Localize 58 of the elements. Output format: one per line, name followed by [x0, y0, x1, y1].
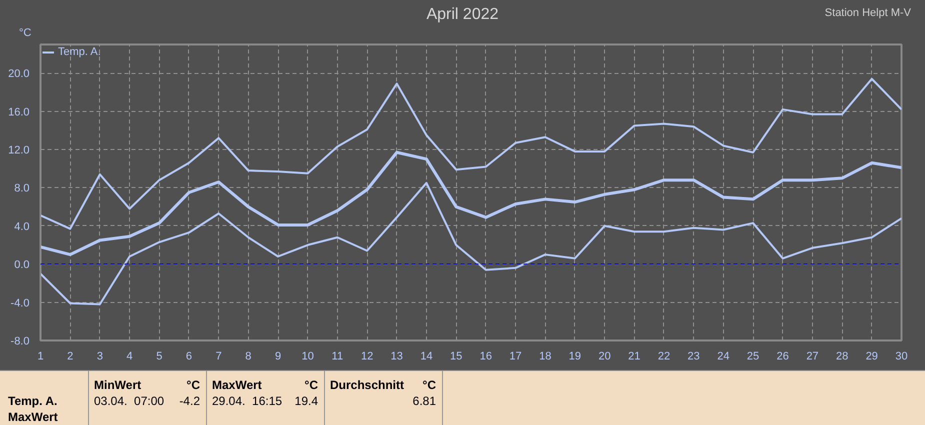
x-tick-label: 25 — [746, 350, 760, 362]
x-tick-label: 18 — [539, 350, 552, 362]
text: 29.04. 16:15 — [212, 393, 282, 410]
text: -4.2 — [179, 393, 200, 410]
x-tick-label: 20 — [598, 350, 611, 362]
y-axis-title: °C — [19, 26, 32, 41]
chart-title: April 2022 — [426, 6, 499, 23]
x-tick-label: 13 — [390, 350, 403, 362]
text: MaxWert — [212, 377, 262, 394]
x-tick-label: 27 — [806, 350, 819, 362]
x-tick-label: 6 — [186, 350, 192, 362]
x-tick-label: 30 — [895, 350, 908, 362]
x-tick-label: 11 — [332, 350, 344, 362]
x-tick-label: 3 — [96, 350, 103, 362]
line-series — [40, 78, 902, 230]
text: °C — [422, 377, 436, 394]
y-tick-label: 20.0 — [8, 68, 30, 80]
y-tick-label: 0.0 — [14, 259, 30, 272]
x-tick-label: 4 — [126, 350, 133, 362]
x-tick-label: 17 — [509, 350, 522, 362]
x-tick-label: 29 — [866, 350, 878, 362]
y-tick-label: 16.0 — [8, 106, 30, 118]
x-tick-label: 8 — [245, 350, 252, 362]
y-tick-label: 8.0 — [14, 182, 30, 195]
text: °C — [186, 377, 200, 394]
text: Durchschnitt — [330, 377, 404, 394]
text: Temp. A. — [8, 393, 58, 410]
line-series — [40, 150, 902, 256]
x-tick-label: 19 — [568, 350, 582, 362]
text: MaxWert — [8, 409, 58, 425]
x-tick-label: 22 — [658, 350, 670, 362]
x-tick-label: 5 — [156, 350, 162, 362]
x-tick-label: 28 — [836, 350, 848, 362]
text: Station Helpt M-V — [824, 6, 911, 21]
text: °C — [304, 377, 318, 394]
x-tick-label: 2 — [67, 350, 74, 362]
x-tick-label: 21 — [628, 350, 640, 362]
y-tick-label: -4.0 — [10, 297, 30, 310]
x-tick-label: 23 — [688, 350, 700, 362]
text: 19.4 — [294, 393, 318, 410]
y-tick-label: 12.0 — [8, 144, 30, 157]
y-tick-label: -8.0 — [10, 336, 30, 348]
text: Temp. A. — [58, 46, 101, 58]
x-tick-label: 12 — [360, 350, 374, 362]
text: 03.04. 07:00 — [94, 393, 164, 410]
x-tick-label: 9 — [274, 350, 282, 362]
y-tick-label: 4.0 — [14, 220, 30, 233]
x-tick-label: 10 — [302, 350, 314, 362]
text: 6.81 — [412, 393, 436, 410]
x-tick-label: 16 — [480, 350, 492, 362]
x-tick-label: 26 — [776, 350, 789, 362]
x-tick-label: 7 — [216, 350, 222, 362]
x-tick-label: 1 — [37, 350, 44, 362]
x-tick-label: 24 — [717, 350, 730, 362]
x-tick-label: 15 — [450, 350, 462, 362]
x-tick-label: 14 — [420, 350, 433, 362]
line-series — [40, 182, 902, 306]
text: MinWert — [94, 377, 142, 394]
